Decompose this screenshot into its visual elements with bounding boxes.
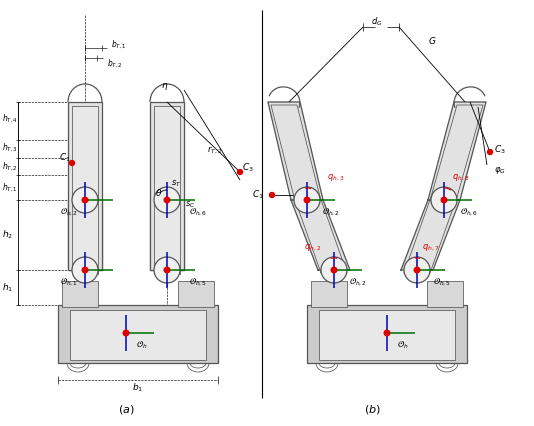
Circle shape (82, 197, 88, 203)
Text: $h_{T,2}$: $h_{T,2}$ (2, 160, 18, 173)
Text: $\mathcal{O}_{h,5}$: $\mathcal{O}_{h,5}$ (189, 276, 207, 288)
Text: $b_{T,1}$: $b_{T,1}$ (111, 39, 127, 51)
Text: $C_1$: $C_1$ (252, 189, 264, 201)
Circle shape (431, 187, 457, 213)
Text: $\eta$: $\eta$ (161, 81, 169, 92)
Bar (62, 281, 98, 307)
Bar (427, 281, 463, 307)
Bar (178, 281, 214, 307)
Text: $C_3$: $C_3$ (494, 144, 506, 156)
Bar (154, 196, 180, 274)
Text: $q_{h,2}$: $q_{h,2}$ (304, 242, 321, 253)
Text: $s_C$: $s_C$ (185, 200, 195, 210)
Circle shape (238, 170, 242, 175)
Circle shape (331, 267, 337, 273)
Text: $h_{T,1}$: $h_{T,1}$ (2, 181, 18, 194)
Text: $q_{h,7}$: $q_{h,7}$ (422, 242, 439, 253)
Bar (319, 310, 455, 360)
Text: $h_1$: $h_1$ (2, 281, 13, 294)
Text: $(a)$: $(a)$ (117, 403, 134, 417)
Polygon shape (268, 102, 323, 200)
Text: $h_{T,3}$: $h_{T,3}$ (2, 142, 18, 154)
Text: $C_1$: $C_1$ (59, 152, 71, 164)
Circle shape (488, 150, 492, 155)
Circle shape (69, 161, 75, 165)
Text: $\mathcal{O}_{h}$: $\mathcal{O}_{h}$ (136, 339, 147, 351)
Circle shape (304, 197, 310, 203)
Bar (72, 196, 98, 274)
Circle shape (164, 267, 170, 273)
Circle shape (270, 193, 274, 198)
Text: $\varphi_G$: $\varphi_G$ (494, 164, 506, 176)
Circle shape (154, 187, 180, 213)
Text: $\mathcal{O}_{h,2}$: $\mathcal{O}_{h,2}$ (60, 206, 78, 218)
Circle shape (123, 330, 129, 336)
Circle shape (72, 187, 98, 213)
Circle shape (414, 267, 420, 273)
Bar (72, 106, 98, 270)
Bar (154, 106, 180, 270)
Bar (311, 281, 347, 307)
Bar (68, 102, 102, 270)
Circle shape (164, 197, 170, 203)
Circle shape (441, 197, 447, 203)
Circle shape (82, 267, 88, 273)
Text: $\theta$: $\theta$ (155, 187, 163, 198)
Text: $\mathcal{O}_{h,6}$: $\mathcal{O}_{h,6}$ (189, 206, 207, 218)
Bar (150, 102, 184, 270)
Circle shape (294, 187, 320, 213)
Text: $C_3$: $C_3$ (242, 162, 254, 174)
Text: $r_{T,2}$: $r_{T,2}$ (207, 144, 222, 155)
Text: $\mathcal{O}_{h}$: $\mathcal{O}_{h}$ (397, 339, 409, 351)
Text: $b_{T,2}$: $b_{T,2}$ (107, 58, 123, 70)
Text: $\mathcal{O}_{h,5}$: $\mathcal{O}_{h,5}$ (433, 276, 451, 288)
Text: $\mathcal{O}_{h,2}$: $\mathcal{O}_{h,2}$ (349, 276, 367, 288)
Text: $q_{h,3}$: $q_{h,3}$ (327, 173, 344, 184)
Text: $h_{T,4}$: $h_{T,4}$ (2, 113, 18, 125)
Text: $s_T$: $s_T$ (171, 179, 182, 189)
Polygon shape (428, 102, 486, 200)
Text: $d_G$: $d_G$ (371, 16, 383, 28)
Text: $\mathcal{O}_{h,6}$: $\mathcal{O}_{h,6}$ (460, 206, 478, 218)
Bar (150, 200, 184, 270)
Circle shape (404, 257, 430, 283)
Text: $\mathcal{O}_{h,2}$: $\mathcal{O}_{h,2}$ (322, 206, 340, 218)
Bar (58, 305, 218, 363)
Polygon shape (291, 200, 350, 270)
Text: $G$: $G$ (428, 35, 436, 46)
Text: $q_{h,8}$: $q_{h,8}$ (452, 173, 469, 184)
Circle shape (72, 257, 98, 283)
Text: $(b)$: $(b)$ (364, 403, 380, 417)
Bar (307, 305, 467, 363)
Bar (68, 200, 102, 270)
Circle shape (154, 257, 180, 283)
Bar (70, 310, 206, 360)
Circle shape (321, 257, 347, 283)
Circle shape (384, 330, 390, 336)
Text: $\mathcal{O}_{h,1}$: $\mathcal{O}_{h,1}$ (60, 276, 78, 288)
Text: $h_2$: $h_2$ (3, 229, 13, 241)
Polygon shape (401, 200, 460, 270)
Text: $b_1$: $b_1$ (132, 382, 144, 394)
